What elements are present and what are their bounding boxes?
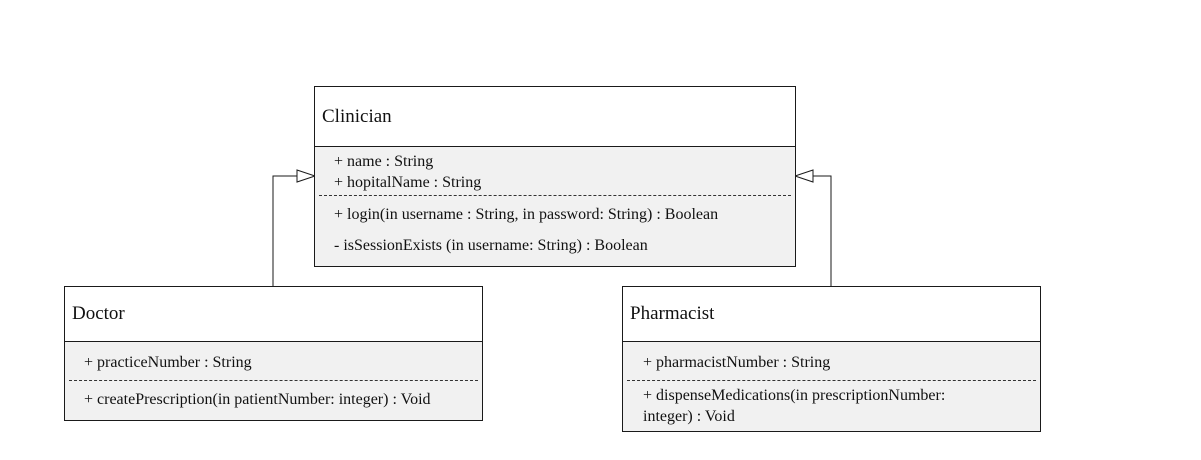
pharmacist-compartment-separator [627, 380, 1036, 381]
pharmacist-operation-dispensemedications: + dispenseMedications(in prescriptionNum… [643, 387, 946, 425]
clinician-class[interactable]: Clinician + name : String + hopitalName … [314, 86, 796, 267]
doctor-class-name: Doctor [65, 287, 482, 342]
pharmacist-class-body: + pharmacistNumber : String + dispenseMe… [623, 342, 1040, 431]
doctor-class-body: + practiceNumber : String + createPrescr… [65, 342, 482, 420]
doctor-generalization-line [272, 175, 297, 286]
clinician-class-name: Clinician [315, 87, 795, 147]
doctor-compartment-separator [69, 380, 478, 381]
clinician-class-body: + name : String + hopitalName : String +… [315, 147, 795, 266]
clinician-attribute-hopitalname: + hopitalName : String [334, 174, 482, 191]
clinician-operation-issessionexists: - isSessionExists (in username: String) … [334, 237, 648, 254]
pharmacist-generalization-arrowhead [793, 169, 814, 183]
doctor-class[interactable]: Doctor + practiceNumber : String + creat… [64, 286, 483, 421]
doctor-operation-createprescription: + createPrescription(in patientNumber: i… [84, 391, 431, 408]
pharmacist-class[interactable]: Pharmacist + pharmacistNumber : String +… [622, 286, 1041, 432]
pharmacist-attribute-pharmacistnumber: + pharmacistNumber : String [643, 354, 831, 371]
clinician-compartment-separator [319, 195, 791, 196]
pharmacist-class-name: Pharmacist [623, 287, 1040, 342]
clinician-attribute-name: + name : String [334, 153, 434, 170]
pharmacist-generalization-line [813, 175, 832, 286]
clinician-operation-login: + login(in username : String, in passwor… [334, 206, 719, 223]
doctor-generalization-arrowhead [296, 169, 317, 183]
doctor-attribute-practicenumber: + practiceNumber : String [84, 354, 252, 371]
